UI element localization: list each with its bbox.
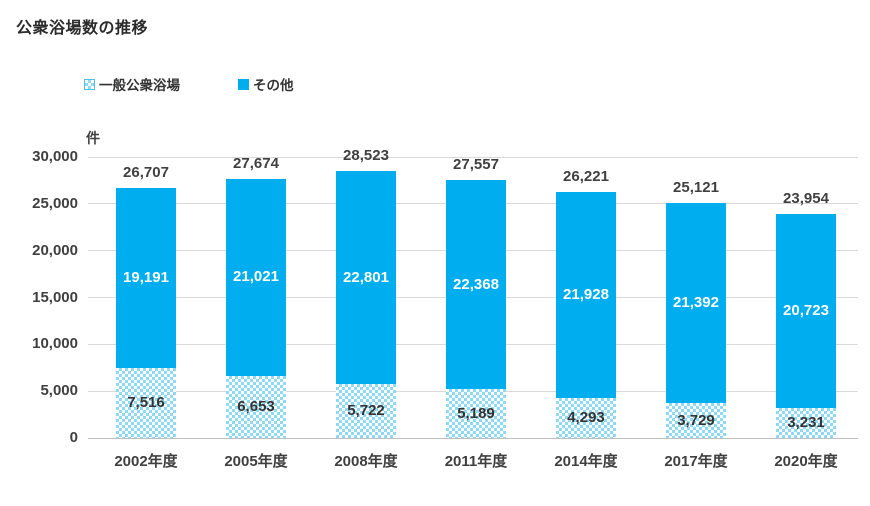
other-segment-value-label: 20,723 <box>783 301 829 319</box>
legend-label-general-bathhouse: 一般公衆浴場 <box>99 78 180 93</box>
bar-segment-other <box>666 202 726 404</box>
other-segment-value-label: 21,928 <box>563 286 609 304</box>
bar-segment-general-bathhouse <box>666 403 726 438</box>
other-segment-value-label: 22,368 <box>453 275 499 293</box>
general-segment-value-label: 4,293 <box>567 408 605 426</box>
total-value-label: 26,707 <box>123 163 169 181</box>
general-segment-value-label: 3,729 <box>677 411 715 429</box>
bar-segment-other <box>226 178 286 376</box>
x-tick-label: 2002年度 <box>114 453 178 470</box>
total-value-label: 27,674 <box>233 154 279 172</box>
total-value-label: 25,121 <box>673 178 719 196</box>
x-axis-line <box>88 437 858 439</box>
bar-segment-general-bathhouse <box>556 397 616 438</box>
chart-title: 公衆浴場数の推移 <box>16 20 149 37</box>
bar-segment-other <box>336 170 396 385</box>
legend-swatch-pattern <box>84 78 95 90</box>
bar-segment-general-bathhouse <box>336 384 396 438</box>
total-value-label: 23,954 <box>783 189 829 207</box>
y-tick-label: 15,000 <box>32 288 78 306</box>
total-value-label: 26,221 <box>563 168 609 186</box>
y-tick-label: 5,000 <box>40 382 78 400</box>
y-tick-label: 10,000 <box>32 335 78 353</box>
bar-segment-other <box>556 192 616 398</box>
bar-segment-general-bathhouse <box>116 367 176 438</box>
bar-segment-other <box>776 213 836 408</box>
bar-segment-general-bathhouse <box>226 375 286 438</box>
general-segment-value-label: 5,189 <box>457 404 495 422</box>
y-axis-unit-label: 件 <box>86 130 100 146</box>
y-tick-label: 20,000 <box>32 241 78 259</box>
bar-segment-other <box>446 179 506 390</box>
x-tick-label: 2014年度 <box>554 453 618 470</box>
x-tick-label: 2005年度 <box>224 453 288 470</box>
x-tick-label: 2017年度 <box>664 453 728 470</box>
legend-label-other: その他 <box>253 78 294 93</box>
y-tick-label: 30,000 <box>32 148 78 165</box>
y-tick-label: 25,000 <box>32 194 78 212</box>
general-segment-value-label: 6,653 <box>237 397 275 415</box>
general-segment-value-label: 5,722 <box>347 402 385 420</box>
legend-item-general-bathhouse: 一般公衆浴場 <box>84 74 180 94</box>
gridline <box>88 156 858 158</box>
bar-segment-general-bathhouse <box>446 389 506 438</box>
general-segment-value-label: 7,516 <box>127 393 165 411</box>
x-tick-label: 2008年度 <box>334 453 398 470</box>
x-tick-label: 2020年度 <box>774 453 838 470</box>
bar-segment-other <box>116 187 176 368</box>
legend-swatch-solid <box>238 78 249 90</box>
y-tick-label: 0 <box>69 429 78 446</box>
x-tick-label: 2011年度 <box>444 453 508 470</box>
legend: 一般公衆浴場 その他 <box>84 74 294 94</box>
total-value-label: 27,557 <box>453 155 499 173</box>
other-segment-value-label: 19,191 <box>123 268 169 286</box>
other-segment-value-label: 21,392 <box>673 293 719 311</box>
other-segment-value-label: 21,021 <box>233 268 279 286</box>
legend-item-other: その他 <box>238 74 294 94</box>
other-segment-value-label: 22,801 <box>343 268 389 286</box>
bar-segment-general-bathhouse <box>776 407 836 438</box>
total-value-label: 28,523 <box>343 146 389 164</box>
general-segment-value-label: 3,231 <box>787 413 825 431</box>
